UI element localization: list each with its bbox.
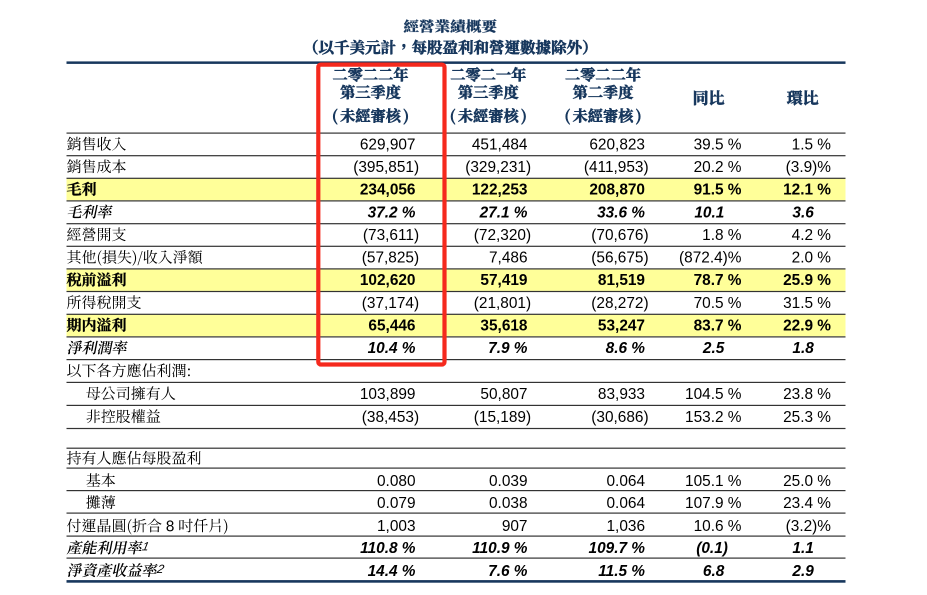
svg-text:(872.4)%: (872.4)% <box>679 250 742 267</box>
svg-text:0.064: 0.064 <box>606 495 645 512</box>
svg-text:0.080: 0.080 <box>377 473 416 490</box>
svg-text:1.1: 1.1 <box>792 540 813 557</box>
svg-text:27.1 %: 27.1 % <box>479 204 528 221</box>
svg-text:208,870: 208,870 <box>589 182 645 199</box>
svg-text:1.5 %: 1.5 % <box>792 136 832 153</box>
svg-text:0.064: 0.064 <box>606 473 645 490</box>
svg-text:(30,686): (30,686) <box>591 409 648 426</box>
svg-text:(3.9)%: (3.9)% <box>786 159 832 176</box>
svg-text:10.4 %: 10.4 % <box>368 340 416 357</box>
svg-text:(73,611): (73,611) <box>363 227 419 244</box>
svg-text:153.2 %: 153.2 % <box>685 409 742 426</box>
svg-text:110.8 %: 110.8 % <box>360 540 416 557</box>
svg-text:(37,174): (37,174) <box>362 295 419 312</box>
svg-text:105.1 %: 105.1 % <box>685 473 742 490</box>
svg-text:10.1: 10.1 <box>694 204 724 221</box>
svg-text:107.9 %: 107.9 % <box>685 495 742 512</box>
svg-text:91.5 %: 91.5 % <box>694 182 742 199</box>
svg-text:23.4 %: 23.4 % <box>783 495 831 512</box>
svg-text:14.4 %: 14.4 % <box>368 563 416 580</box>
svg-text:25.9 %: 25.9 % <box>783 272 831 289</box>
svg-text:0.038: 0.038 <box>489 495 528 512</box>
svg-text:104.5 %: 104.5 % <box>685 386 742 403</box>
svg-text:81,519: 81,519 <box>598 272 645 289</box>
svg-text:(72,320): (72,320) <box>474 227 531 244</box>
svg-text:2.5: 2.5 <box>702 340 725 357</box>
svg-text:0.039: 0.039 <box>489 473 528 490</box>
svg-text:907: 907 <box>502 518 528 535</box>
svg-text:(21,801): (21,801) <box>474 295 531 312</box>
svg-text:(411,953): (411,953) <box>584 159 649 176</box>
svg-text:4.2 %: 4.2 % <box>792 227 832 244</box>
svg-text:12.1 %: 12.1 % <box>783 182 831 199</box>
svg-text:39.5 %: 39.5 % <box>694 136 742 153</box>
svg-text:(0.1): (0.1) <box>696 540 728 557</box>
svg-text:629,907: 629,907 <box>360 136 416 153</box>
svg-text:1,036: 1,036 <box>606 518 645 535</box>
svg-text:57,419: 57,419 <box>480 272 527 289</box>
svg-text:(57,825): (57,825) <box>362 250 419 267</box>
svg-text:110.9 %: 110.9 % <box>472 540 528 557</box>
svg-text:(70,676): (70,676) <box>591 227 648 244</box>
svg-text:1.8: 1.8 <box>792 340 814 357</box>
svg-text:7,486: 7,486 <box>489 250 528 267</box>
svg-text:50,807: 50,807 <box>480 386 527 403</box>
svg-text:8.6 %: 8.6 % <box>606 340 646 357</box>
svg-text:451,484: 451,484 <box>472 136 528 153</box>
svg-text:(28,272): (28,272) <box>591 295 648 312</box>
svg-text:25.3 %: 25.3 % <box>783 409 831 426</box>
svg-text:83,933: 83,933 <box>598 386 645 403</box>
svg-text:2.0 %: 2.0 % <box>792 250 832 267</box>
svg-text:83.7 %: 83.7 % <box>694 318 742 335</box>
svg-text:(15,189): (15,189) <box>474 409 531 426</box>
svg-text:(56,675): (56,675) <box>591 250 648 267</box>
svg-text:(3.2)%: (3.2)% <box>786 518 832 535</box>
svg-text:31.5 %: 31.5 % <box>783 295 831 312</box>
svg-text:3.6: 3.6 <box>792 204 814 221</box>
svg-text:0.079: 0.079 <box>377 495 416 512</box>
svg-text:78.7 %: 78.7 % <box>694 272 742 289</box>
svg-text:1,003: 1,003 <box>377 518 416 535</box>
svg-text:11.5 %: 11.5 % <box>598 563 645 580</box>
svg-text:7.9 %: 7.9 % <box>488 340 528 357</box>
svg-text:(38,453): (38,453) <box>362 409 419 426</box>
svg-text:37.2 %: 37.2 % <box>368 204 416 221</box>
svg-text:102,620: 102,620 <box>360 272 416 289</box>
svg-text:20.2 %: 20.2 % <box>694 159 742 176</box>
svg-text:2.9: 2.9 <box>791 563 814 580</box>
svg-text:53,247: 53,247 <box>598 318 645 335</box>
svg-text:35,618: 35,618 <box>480 318 528 335</box>
svg-text:22.9 %: 22.9 % <box>783 318 831 335</box>
svg-text:(329,231): (329,231) <box>465 159 531 176</box>
svg-text:109.7 %: 109.7 % <box>589 540 646 557</box>
svg-text:23.8 %: 23.8 % <box>783 386 831 403</box>
svg-text:25.0 %: 25.0 % <box>783 473 831 490</box>
svg-text:620,823: 620,823 <box>589 136 645 153</box>
svg-text:70.5 %: 70.5 % <box>694 295 742 312</box>
svg-text:122,253: 122,253 <box>472 182 528 199</box>
svg-text:(395,851): (395,851) <box>353 159 419 176</box>
svg-text:65,446: 65,446 <box>368 318 415 335</box>
svg-text:103,899: 103,899 <box>360 386 416 403</box>
svg-text:33.6 %: 33.6 % <box>597 204 645 221</box>
svg-text:7.6 %: 7.6 % <box>488 563 528 580</box>
svg-text:1.8 %: 1.8 % <box>702 227 742 244</box>
svg-text:6.8: 6.8 <box>703 563 725 580</box>
svg-text:10.6 %: 10.6 % <box>694 518 742 535</box>
svg-text:234,056: 234,056 <box>360 182 416 199</box>
